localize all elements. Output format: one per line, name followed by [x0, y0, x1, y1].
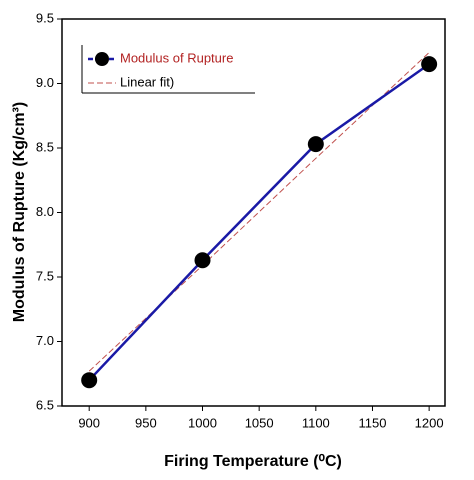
x-tick-label: 1000: [188, 415, 217, 430]
x-tick-label: 900: [78, 415, 100, 430]
y-tick-label: 6.5: [36, 397, 54, 412]
x-tick-label: 1050: [245, 415, 274, 430]
x-tick-label: 1100: [302, 415, 330, 430]
y-tick-label: 9.5: [36, 10, 54, 25]
legend-label: Modulus of Rupture: [120, 50, 233, 65]
data-point: [81, 372, 98, 389]
x-axis-label: Firing Temperature (⁰C): [164, 453, 342, 470]
y-tick-label: 8.0: [36, 204, 54, 219]
y-tick-label: 9.0: [36, 75, 54, 90]
legend-label: Linear fit): [120, 74, 174, 89]
y-axis-label: Modulus of Rupture (Kg/cm³): [11, 102, 28, 322]
data-point: [194, 252, 211, 269]
data-point: [421, 56, 438, 73]
x-tick-label: 950: [135, 415, 157, 430]
y-tick-label: 7.0: [36, 333, 54, 348]
data-point: [307, 136, 324, 153]
x-tick-label: 1150: [358, 415, 386, 430]
y-tick-label: 7.5: [36, 268, 54, 283]
series-line: [88, 63, 430, 382]
x-tick-label: 1200: [415, 415, 444, 430]
legend-marker: [95, 52, 109, 66]
y-tick-label: 8.5: [36, 139, 54, 154]
